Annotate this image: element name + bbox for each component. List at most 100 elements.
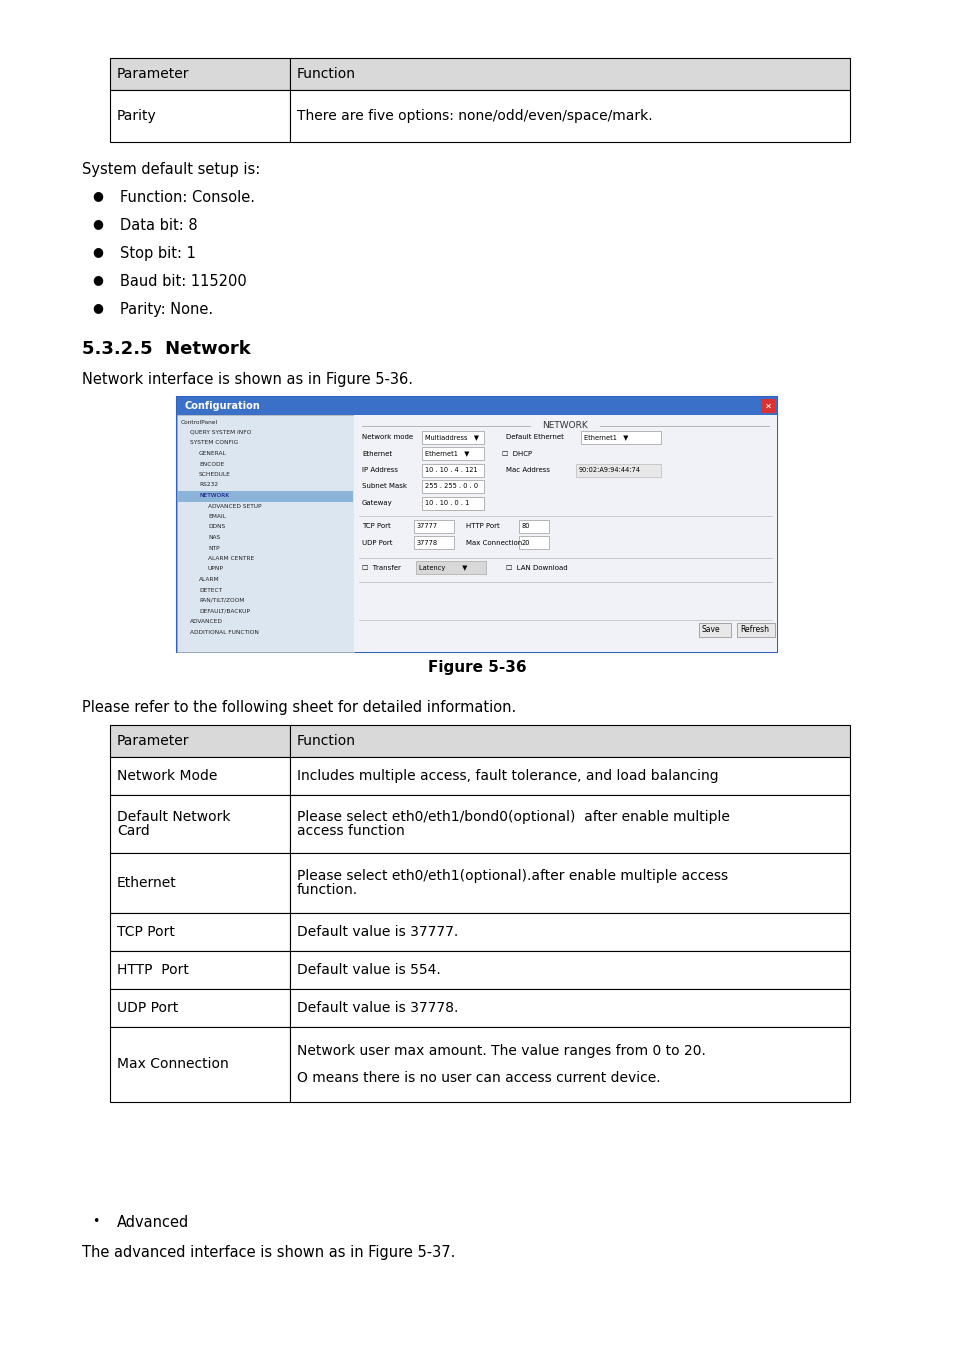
Text: Mac Address: Mac Address [505,467,550,472]
Text: Function: Console.: Function: Console. [120,190,254,205]
Bar [737,622,774,637]
Text: Please refer to the following sheet for detailed information.: Please refer to the following sheet for … [82,701,516,716]
Bar [290,795,849,853]
Bar [290,725,849,757]
Text: Please select eth0/eth1/bond0(optional)  after enable multiple: Please select eth0/eth1/bond0(optional) … [296,810,729,824]
Bar [421,447,483,460]
Bar [421,481,483,493]
Text: function.: function. [296,883,357,896]
Text: Latency        ▼: Latency ▼ [418,564,467,571]
Text: Ethernet: Ethernet [117,876,176,890]
Text: 90:02:A9:94:44:74: 90:02:A9:94:44:74 [578,467,640,472]
Text: 10 . 10 . 0 . 1: 10 . 10 . 0 . 1 [424,500,469,506]
Bar [110,950,290,990]
Text: PAN/TILT/ZOOM: PAN/TILT/ZOOM [199,598,244,603]
Text: ●: ● [91,217,103,231]
Text: Gateway: Gateway [361,500,393,506]
Text: Default value is 554.: Default value is 554. [296,963,440,977]
Text: ●: ● [91,246,103,258]
Text: UDP Port: UDP Port [117,1000,178,1015]
Text: Baud bit: 115200: Baud bit: 115200 [120,274,247,289]
Text: Network user max amount. The value ranges from 0 to 20.: Network user max amount. The value range… [296,1044,705,1057]
Bar [110,1027,290,1102]
Text: ADDITIONAL FUNCTION: ADDITIONAL FUNCTION [190,629,258,634]
Text: Function: Function [296,734,355,748]
Bar [576,463,660,477]
Text: access function: access function [296,824,404,838]
Text: Subnet Mask: Subnet Mask [361,483,407,490]
Text: Stop bit: 1: Stop bit: 1 [120,246,195,261]
Bar [110,853,290,913]
Bar [110,90,290,142]
Bar [290,90,849,142]
Text: System default setup is:: System default setup is: [82,162,260,177]
Bar [290,853,849,913]
Bar [414,536,454,549]
Text: ●: ● [91,301,103,315]
Text: 80: 80 [521,524,530,529]
Text: ●: ● [91,189,103,202]
Bar [518,520,548,533]
Bar [354,414,776,652]
Bar [177,397,776,414]
Text: The advanced interface is shown as in Figure 5-37.: The advanced interface is shown as in Fi… [82,1245,455,1260]
Bar [178,490,353,501]
Text: 10 . 10 . 4 . 121: 10 . 10 . 4 . 121 [424,467,477,472]
Text: HTTP  Port: HTTP Port [117,963,189,977]
Text: NETWORK: NETWORK [199,493,229,498]
Text: Please select eth0/eth1(optional).after enable multiple access: Please select eth0/eth1(optional).after … [296,869,727,883]
Bar [760,400,774,413]
Text: SYSTEM CONFIG: SYSTEM CONFIG [190,440,238,446]
Text: Configuration: Configuration [185,401,260,410]
Text: ✕: ✕ [763,401,771,410]
Text: Ethernet1   ▼: Ethernet1 ▼ [424,451,469,456]
Text: Max Connection: Max Connection [117,1057,229,1072]
Text: Figure 5-36: Figure 5-36 [427,660,526,675]
Text: TCP Port: TCP Port [117,925,174,940]
Text: ALARM CENTRE: ALARM CENTRE [208,556,254,562]
Text: QUERY SYSTEM INFO: QUERY SYSTEM INFO [190,431,251,435]
Text: Parameter: Parameter [117,68,190,81]
Text: Function: Function [296,68,355,81]
Text: Default Network: Default Network [117,810,231,824]
Text: ☐  LAN Download: ☐ LAN Download [505,564,567,571]
Text: There are five options: none/odd/even/space/mark.: There are five options: none/odd/even/sp… [296,109,652,123]
Text: RS232: RS232 [199,482,218,487]
Text: Network Mode: Network Mode [117,769,217,783]
Text: O means there is no user can access current device.: O means there is no user can access curr… [296,1072,659,1085]
Bar [290,757,849,795]
Text: Ethernet1   ▼: Ethernet1 ▼ [583,433,628,440]
Bar [177,397,776,652]
Text: Refresh: Refresh [740,625,768,634]
Text: Includes multiple access, fault tolerance, and load balancing: Includes multiple access, fault toleranc… [296,769,718,783]
Text: DEFAULT/BACKUP: DEFAULT/BACKUP [199,609,250,613]
Text: Default value is 37778.: Default value is 37778. [296,1000,457,1015]
Text: EMAIL: EMAIL [208,514,226,518]
Text: Default Ethernet: Default Ethernet [505,433,563,440]
Text: Network interface is shown as in Figure 5-36.: Network interface is shown as in Figure … [82,373,413,387]
Text: ADVANCED SETUP: ADVANCED SETUP [208,504,261,509]
Text: ALARM: ALARM [199,576,219,582]
Text: UDP Port: UDP Port [361,540,392,545]
Text: Max Connection: Max Connection [465,540,521,545]
Text: Advanced: Advanced [117,1215,189,1230]
Text: SCHEDULE: SCHEDULE [199,472,231,477]
Bar [421,463,483,477]
Bar [110,913,290,950]
Bar [110,58,290,90]
Text: 5.3.2.5  Network: 5.3.2.5 Network [82,340,251,358]
Text: Network mode: Network mode [361,433,413,440]
Text: 255 . 255 . 0 . 0: 255 . 255 . 0 . 0 [424,483,477,490]
Text: Data bit: 8: Data bit: 8 [120,217,197,234]
Text: ☐  Transfer: ☐ Transfer [361,564,400,571]
Text: IP Address: IP Address [361,467,397,472]
Bar [110,795,290,853]
Bar [177,414,354,652]
Text: HTTP Port: HTTP Port [465,524,499,529]
Bar [290,1027,849,1102]
Text: •: • [91,1215,99,1227]
Text: Save: Save [701,625,720,634]
Text: TCP Port: TCP Port [361,524,391,529]
Text: Parameter: Parameter [117,734,190,748]
Text: Default value is 37777.: Default value is 37777. [296,925,457,940]
